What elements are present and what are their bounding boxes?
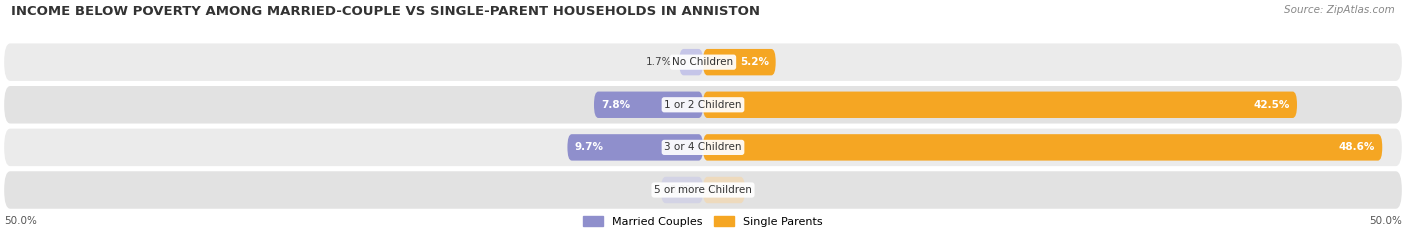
Text: Source: ZipAtlas.com: Source: ZipAtlas.com (1284, 5, 1395, 15)
FancyBboxPatch shape (593, 92, 703, 118)
Text: 50.0%: 50.0% (4, 216, 37, 226)
Text: 9.7%: 9.7% (575, 142, 603, 152)
FancyBboxPatch shape (4, 129, 1402, 166)
FancyBboxPatch shape (661, 177, 703, 203)
Text: 5.2%: 5.2% (740, 57, 769, 67)
Text: 48.6%: 48.6% (1339, 142, 1375, 152)
FancyBboxPatch shape (703, 49, 776, 75)
Text: 1.7%: 1.7% (645, 57, 672, 67)
FancyBboxPatch shape (568, 134, 703, 161)
FancyBboxPatch shape (703, 134, 1382, 161)
FancyBboxPatch shape (703, 177, 745, 203)
Text: INCOME BELOW POVERTY AMONG MARRIED-COUPLE VS SINGLE-PARENT HOUSEHOLDS IN ANNISTO: INCOME BELOW POVERTY AMONG MARRIED-COUPL… (11, 5, 761, 18)
FancyBboxPatch shape (679, 49, 703, 75)
Text: 3 or 4 Children: 3 or 4 Children (664, 142, 742, 152)
Text: 5 or more Children: 5 or more Children (654, 185, 752, 195)
Text: 1 or 2 Children: 1 or 2 Children (664, 100, 742, 110)
Text: 42.5%: 42.5% (1254, 100, 1291, 110)
FancyBboxPatch shape (4, 171, 1402, 209)
Text: 7.8%: 7.8% (600, 100, 630, 110)
FancyBboxPatch shape (4, 86, 1402, 123)
FancyBboxPatch shape (4, 43, 1402, 81)
Text: No Children: No Children (672, 57, 734, 67)
Text: 0.0%: 0.0% (710, 185, 737, 195)
Text: 0.0%: 0.0% (669, 185, 696, 195)
Text: 50.0%: 50.0% (1369, 216, 1402, 226)
Legend: Married Couples, Single Parents: Married Couples, Single Parents (583, 216, 823, 227)
FancyBboxPatch shape (703, 92, 1296, 118)
